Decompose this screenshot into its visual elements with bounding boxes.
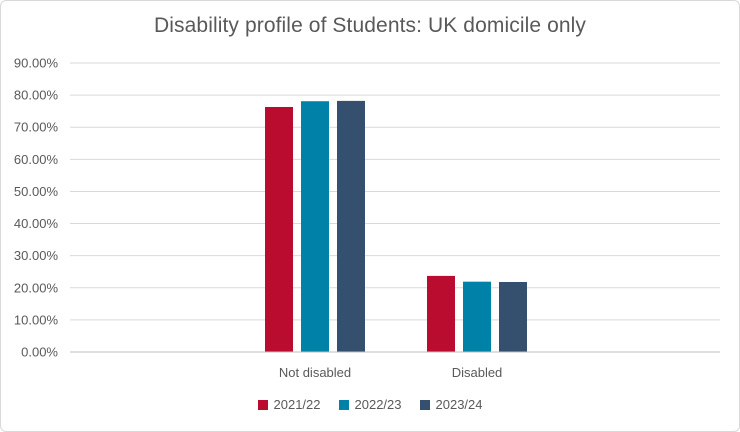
legend-label: 2023/24: [435, 397, 483, 412]
legend-label: 2021/22: [273, 397, 321, 412]
y-tick-label: 10.00%: [14, 312, 59, 327]
legend-item: 2022/23: [338, 397, 402, 412]
bar-2021-22-disabled: [427, 275, 455, 352]
x-category-label: Disabled: [452, 365, 503, 380]
y-tick-label: 30.00%: [14, 248, 59, 263]
y-tick-label: 90.00%: [14, 56, 59, 71]
y-tick-label: 50.00%: [14, 184, 59, 199]
y-tick-label: 20.00%: [14, 280, 59, 295]
chart-title: Disability profile of Students: UK domic…: [154, 14, 586, 37]
bar-2021-22-not-disabled: [265, 106, 293, 353]
y-tick-label: 80.00%: [14, 88, 59, 103]
legend-swatch: [257, 399, 268, 410]
legend-swatch: [419, 399, 430, 410]
y-tick-label: 0.00%: [21, 345, 58, 360]
x-category-label: Not disabled: [279, 365, 351, 380]
y-tick-label: 40.00%: [14, 216, 59, 231]
legend: 2021/22 2022/23 2023/24: [0, 397, 740, 412]
legend-item: 2021/22: [257, 397, 321, 412]
legend-item: 2023/24: [419, 397, 483, 412]
bar-2022-23-disabled: [463, 281, 491, 352]
legend-swatch: [338, 399, 349, 410]
y-tick-label: 70.00%: [14, 120, 59, 135]
legend-label: 2022/23: [354, 397, 402, 412]
y-tick-label: 60.00%: [14, 152, 59, 167]
bar-2022-23-not-disabled: [301, 101, 329, 352]
bar-2023-24-not-disabled: [337, 100, 365, 352]
bar-2023-24-disabled: [499, 281, 527, 352]
